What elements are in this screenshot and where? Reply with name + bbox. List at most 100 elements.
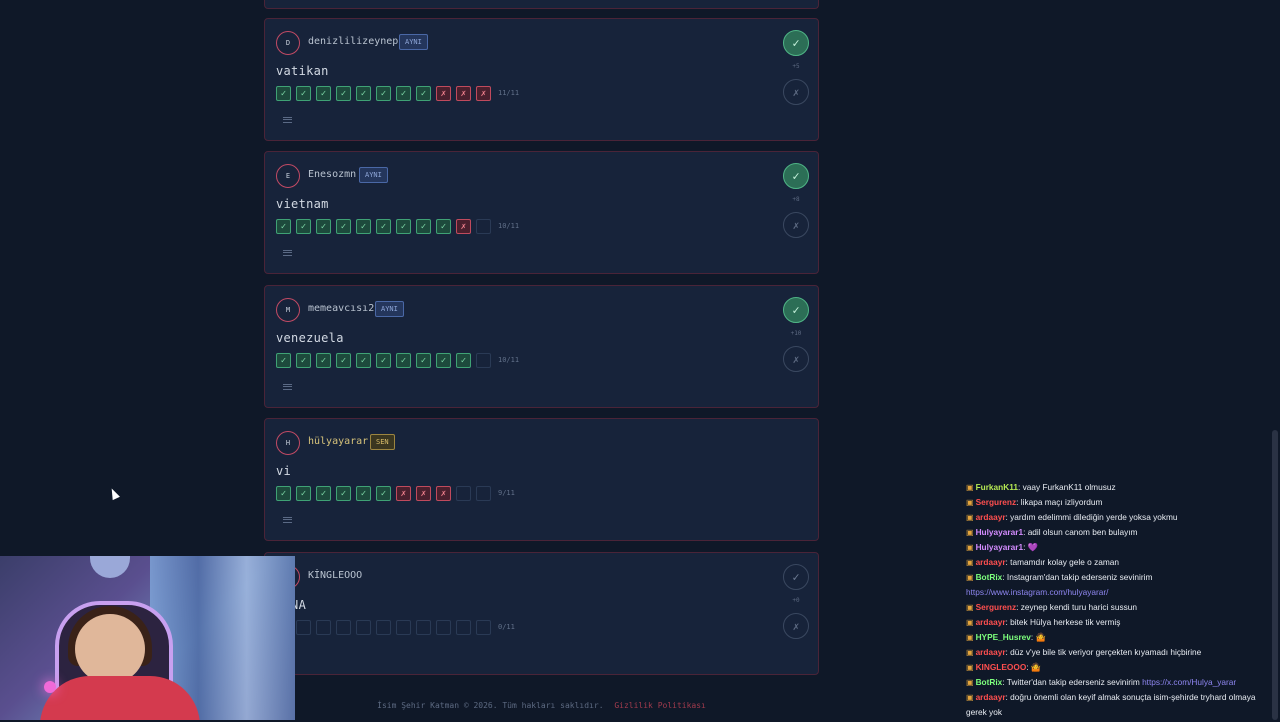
check-icon: ✓ [416,86,431,101]
keyboard-icon[interactable] [283,117,292,123]
chat-username[interactable]: Sergurenz [975,497,1017,507]
chat-badge-icon: ▣ [966,483,974,492]
footer-copyright: İsim Şehir Katman © 2026. Tüm hakları sa… [377,701,604,710]
chat-badge-icon: ▣ [966,618,974,627]
reject-button[interactable]: ✗ [783,346,809,372]
rgb-light [44,681,56,693]
chat-message: ▣ Sergurenz: likapa maçı izliyordum [966,497,1278,508]
letter-score: 10/11 [498,222,520,230]
answer-word: vietnam [276,197,329,211]
player-username: memeavcısı2 [308,303,375,314]
answer-card: E Enesozmn AYNI vietnam ✓ ✓ ✓ ✓ ✓ ✓ ✓ ✓ ✓ ✗ 10/11 ✓ +8 ✗ [264,151,819,274]
check-icon: ✓ [416,219,431,234]
approve-button[interactable]: ✓ [783,163,809,189]
empty-check-box [476,486,491,501]
vote-count: +8 [792,196,800,203]
status-badge: AYNI [375,301,404,317]
chat-badge-icon: ▣ [966,573,974,582]
chat-username[interactable]: Sergurenz [975,602,1017,612]
check-icon: ✓ [436,353,451,368]
cross-icon: ✗ [476,86,491,101]
chat-message: ▣ HYPE_Husrev: 🤷 [966,632,1278,643]
chat-message: ▣ Sergurenz: zeynep kendi turu harici sus… [966,602,1278,613]
keyboard-icon[interactable] [283,384,292,390]
chat-username[interactable]: ardaayr [975,617,1006,627]
check-icon: ✓ [296,219,311,234]
check-icon: ✓ [376,86,391,101]
player-username: denizlilizeynep [308,36,399,47]
empty-check-box [456,486,471,501]
letter-score: 11/11 [498,89,520,97]
approve-button[interactable]: ✓ [783,564,809,590]
empty-check-box [436,620,451,635]
answer-word: vatikan [276,64,329,78]
keyboard-icon[interactable] [283,250,292,256]
chat-message: ▣ ardaayr: düz v'ye bile tik veriyor gerç… [966,647,1278,658]
status-badge: SEN [370,434,395,450]
chat-username[interactable]: ardaayr [975,557,1006,567]
check-icon: ✓ [336,219,351,234]
check-icon: ✓ [396,353,411,368]
chat-text: : adil olsun canom ben bulayım [1023,527,1138,537]
chat-username[interactable]: BotRix [975,677,1003,687]
chat-username[interactable]: Hulyayarar1 [975,542,1024,552]
check-icon: ✓ [276,486,291,501]
check-icon: ✓ [296,486,311,501]
chat-username[interactable]: KINGLEOOO [975,662,1027,672]
check-icon: ✓ [396,86,411,101]
empty-check-box [416,620,431,635]
reject-button[interactable]: ✗ [783,212,809,238]
chat-scrollbar[interactable] [1272,430,1278,720]
chat-username[interactable]: Hulyayarar1 [975,527,1024,537]
cross-icon: ✗ [436,86,451,101]
chat-username[interactable]: ardaayr [975,512,1006,522]
player-avatar: M [276,298,300,322]
chat-message: ▣ KINGLEOOO: 🤷 [966,662,1278,673]
empty-check-box [476,219,491,234]
reject-button[interactable]: ✗ [783,613,809,639]
chat-message: ▣ ardaayr: doğru önemli olan keyif almak … [966,692,1278,703]
chat-message: ▣ BotRix: Twitter'dan takip ederseniz sev… [966,677,1278,688]
reject-button[interactable]: ✗ [783,79,809,105]
check-icon: ✓ [276,86,291,101]
approve-button[interactable]: ✓ [783,30,809,56]
check-icon: ✓ [276,353,291,368]
letter-score: 0/11 [498,623,515,631]
keyboard-icon[interactable] [283,517,292,523]
chat-link[interactable]: https://x.com/Hulya_yarar [1139,677,1237,687]
chat-text: : bitek Hülya herkese tik vermiş [1005,617,1121,627]
chat-username[interactable]: ardaayr [975,692,1006,702]
empty-check-box [356,620,371,635]
check-icon: ✓ [376,219,391,234]
privacy-link[interactable]: Gizlilik Politikası [614,701,706,710]
player-username: hülyayarar [308,436,369,447]
chat-badge-icon: ▣ [966,663,974,672]
chat-badge-icon: ▣ [966,558,974,567]
chat-text: : tamamdır kolay gele o zaman [1005,557,1119,567]
chat-badge-icon: ▣ [966,693,974,702]
chat-username[interactable]: FurkanK11 [975,482,1018,492]
check-icon: ✓ [336,86,351,101]
check-icon: ✓ [316,353,331,368]
chat-badge-icon: ▣ [966,543,974,552]
chat-text: : Twitter'dan takip ederseniz sevinirim [1002,677,1140,687]
streamer-shirt [40,676,200,720]
lamp [90,556,130,578]
check-icon: ✓ [316,486,331,501]
empty-check-box [396,620,411,635]
streamer-face [75,614,145,684]
mouse-cursor-icon [108,486,120,501]
cross-icon: ✗ [396,486,411,501]
chat-username[interactable]: ardaayr [975,647,1006,657]
chat-message: ▣ ardaayr: bitek Hülya herkese tik vermiş [966,617,1278,628]
check-icon: ✓ [356,86,371,101]
vote-count: +0 [792,597,800,604]
empty-check-box [316,620,331,635]
chat-username[interactable]: BotRix [975,572,1003,582]
chat-username[interactable]: HYPE_Husrev [975,632,1031,642]
cross-icon: ✗ [436,486,451,501]
chat-text: : 🤷 [1030,632,1046,642]
check-icon: ✓ [276,219,291,234]
approve-button[interactable]: ✓ [783,297,809,323]
